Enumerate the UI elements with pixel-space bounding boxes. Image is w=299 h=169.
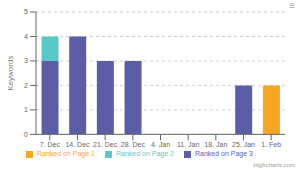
svg-text:14. Dec: 14. Dec	[65, 141, 90, 148]
svg-text:4. Jan: 4. Jan	[151, 141, 170, 148]
svg-text:Keywords: Keywords	[8, 56, 15, 91]
svg-text:4: 4	[24, 33, 28, 40]
svg-text:18. Jan: 18. Jan	[204, 141, 227, 148]
html-text:Ranked on Page 3: Ranked on Page 3	[195, 150, 253, 158]
svg-text:7. Dec: 7. Dec	[40, 141, 61, 148]
html-text:Ranked on Page 2: Ranked on Page 2	[116, 150, 174, 158]
svg-text:1. Feb: 1. Feb	[261, 141, 281, 148]
svg-text:28. Dec: 28. Dec	[121, 141, 146, 148]
svg-text:3: 3	[24, 57, 28, 64]
svg-text:2: 2	[24, 82, 28, 89]
svg-text:0: 0	[24, 131, 28, 138]
svg-text:21. Dec: 21. Dec	[93, 141, 118, 148]
html-text:Highcharts.com: Highcharts.com	[253, 162, 295, 168]
svg-text:11. Jan: 11. Jan	[177, 141, 200, 148]
svg-text:5: 5	[24, 8, 28, 15]
svg-text:25. Jan: 25. Jan	[232, 141, 255, 148]
html-text:Ranked on Page 1: Ranked on Page 1	[37, 150, 95, 158]
svg-text:1: 1	[24, 106, 28, 113]
